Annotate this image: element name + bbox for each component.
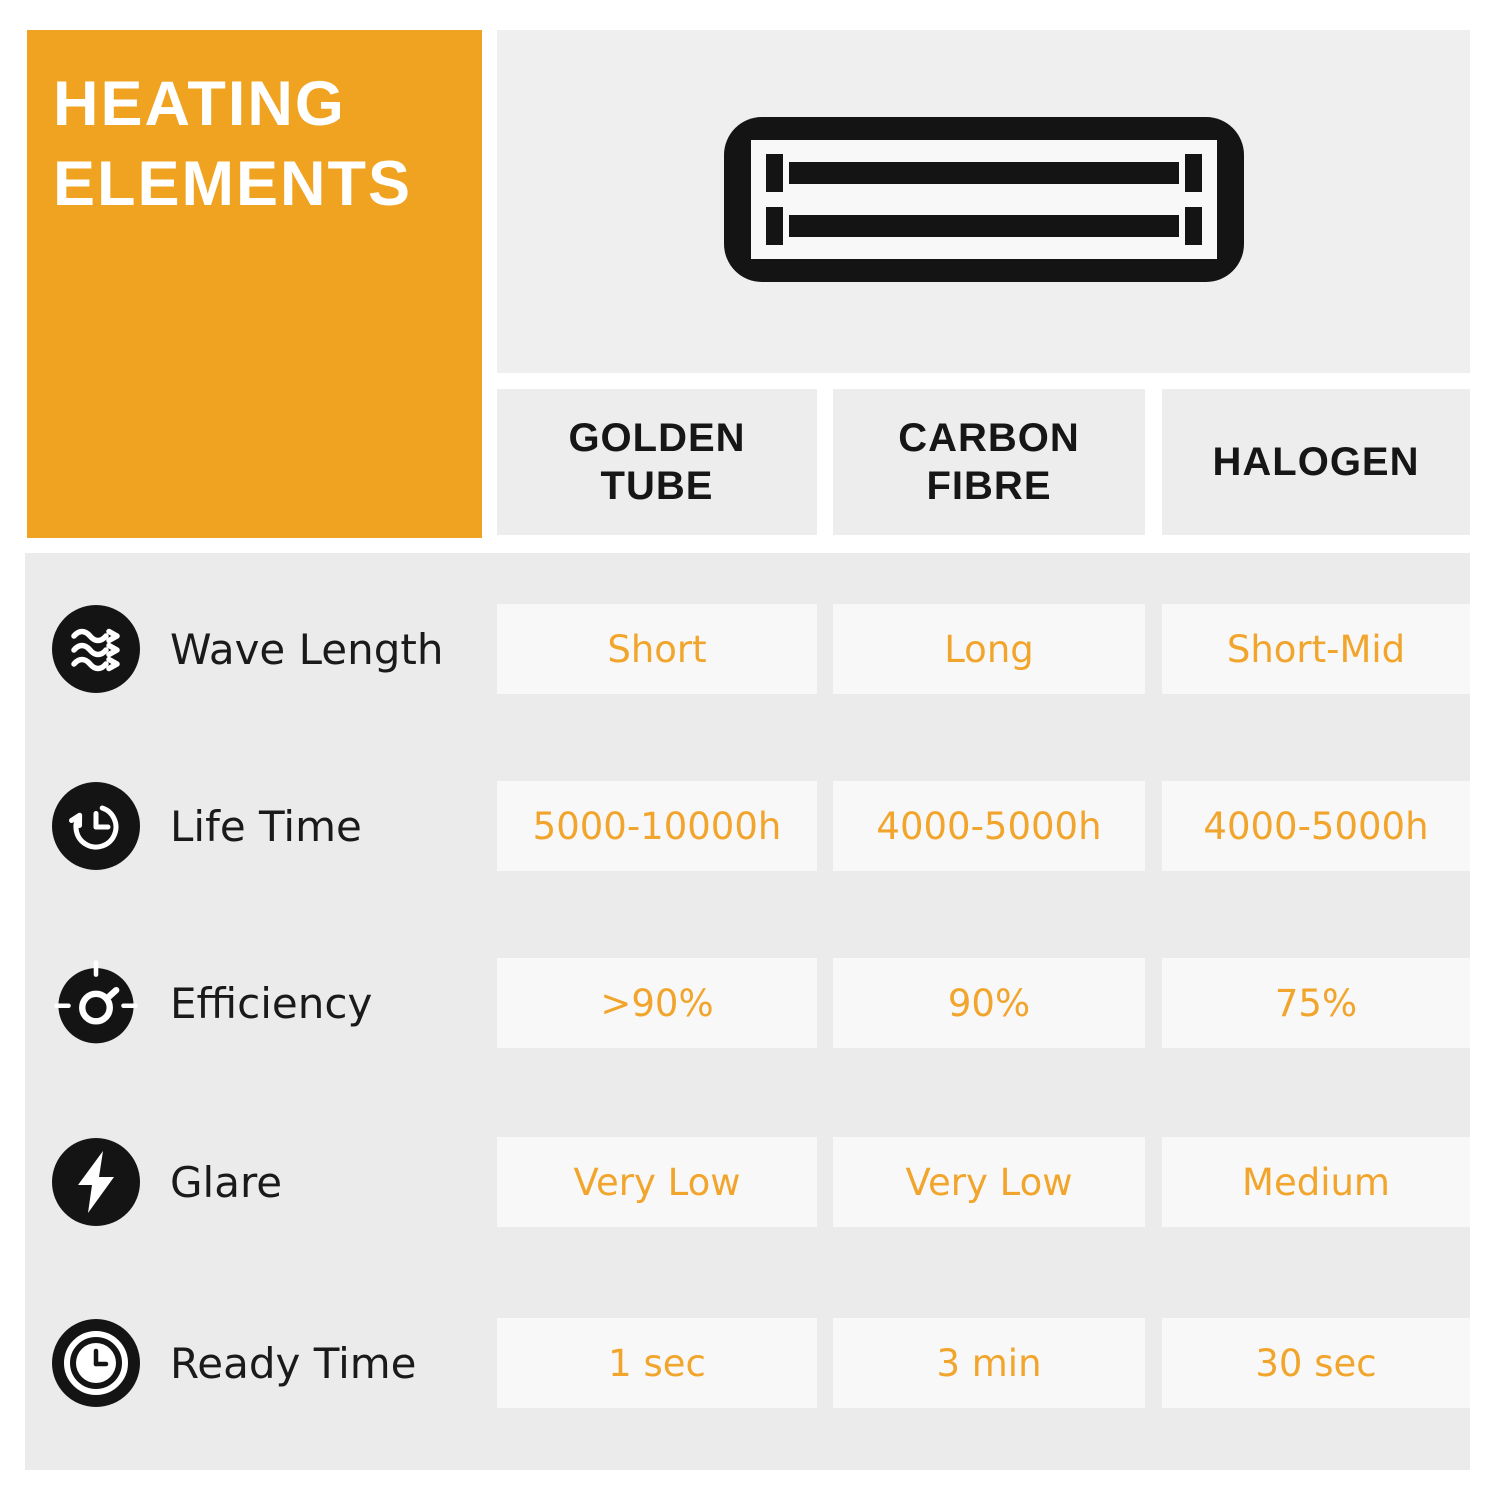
column-header-halogen: HALOGEN xyxy=(1162,389,1470,535)
value-cell: 4000-5000h xyxy=(833,781,1145,871)
life-time-icon xyxy=(52,782,140,870)
value-cell: 30 sec xyxy=(1162,1318,1470,1408)
heater-panel xyxy=(497,30,1470,373)
row-label: Wave Length xyxy=(170,624,444,674)
table-row-ready-time: Ready Time xyxy=(52,1318,417,1408)
value-cell: 3 min xyxy=(833,1318,1145,1408)
row-label: Efficiency xyxy=(170,978,373,1028)
value-cell: Long xyxy=(833,604,1145,694)
value-cell: 4000-5000h xyxy=(1162,781,1470,871)
table-row-life-time: Life Time xyxy=(52,781,362,871)
value-cell: Very Low xyxy=(497,1137,817,1227)
value-cell: 5000-10000h xyxy=(497,781,817,871)
value-text: 5000-10000h xyxy=(532,804,782,848)
column-header-golden-tube: GOLDEN TUBE xyxy=(497,389,817,535)
value-text: 4000-5000h xyxy=(876,804,1102,848)
value-text: 75% xyxy=(1274,981,1358,1025)
table-row-efficiency: Efficiency xyxy=(52,958,372,1048)
table-row-wave-length: Wave Length xyxy=(52,604,444,694)
row-label: Glare xyxy=(170,1157,283,1207)
value-text: >90% xyxy=(600,981,714,1025)
value-text: Very Low xyxy=(905,1160,1073,1204)
column-header-carbon-fibre: CARBON FIBRE xyxy=(833,389,1145,535)
value-cell: Medium xyxy=(1162,1137,1470,1227)
column-header-label: CARBON FIBRE xyxy=(898,416,1080,508)
value-cell: Very Low xyxy=(833,1137,1145,1227)
row-label: Ready Time xyxy=(170,1338,417,1388)
glare-icon xyxy=(52,1138,140,1226)
value-cell: Short-Mid xyxy=(1162,604,1470,694)
page-title: HEATING ELEMENTS xyxy=(53,69,413,219)
column-header-label: HALOGEN xyxy=(1212,440,1420,484)
value-text: 3 min xyxy=(936,1341,1042,1385)
value-text: Short xyxy=(607,627,707,671)
infrared-heater-icon xyxy=(723,116,1244,287)
value-text: 4000-5000h xyxy=(1203,804,1429,848)
value-text: 90% xyxy=(947,981,1031,1025)
value-cell: 90% xyxy=(833,958,1145,1048)
value-cell: 1 sec xyxy=(497,1318,817,1408)
title-block: HEATING ELEMENTS xyxy=(27,30,482,538)
ready-time-icon xyxy=(52,1319,140,1407)
row-label: Life Time xyxy=(170,801,362,851)
value-text: Long xyxy=(944,627,1034,671)
value-cell: 75% xyxy=(1162,958,1470,1048)
value-text: Very Low xyxy=(573,1160,741,1204)
column-header-label: GOLDEN TUBE xyxy=(568,416,746,508)
table-row-glare: Glare xyxy=(52,1137,282,1227)
wave-length-icon xyxy=(52,605,140,693)
value-text: Short-Mid xyxy=(1226,627,1406,671)
value-text: 30 sec xyxy=(1255,1341,1377,1385)
efficiency-icon xyxy=(52,959,140,1047)
value-text: 1 sec xyxy=(608,1341,706,1385)
value-cell: Short xyxy=(497,604,817,694)
value-cell: >90% xyxy=(497,958,817,1048)
value-text: Medium xyxy=(1242,1160,1390,1204)
